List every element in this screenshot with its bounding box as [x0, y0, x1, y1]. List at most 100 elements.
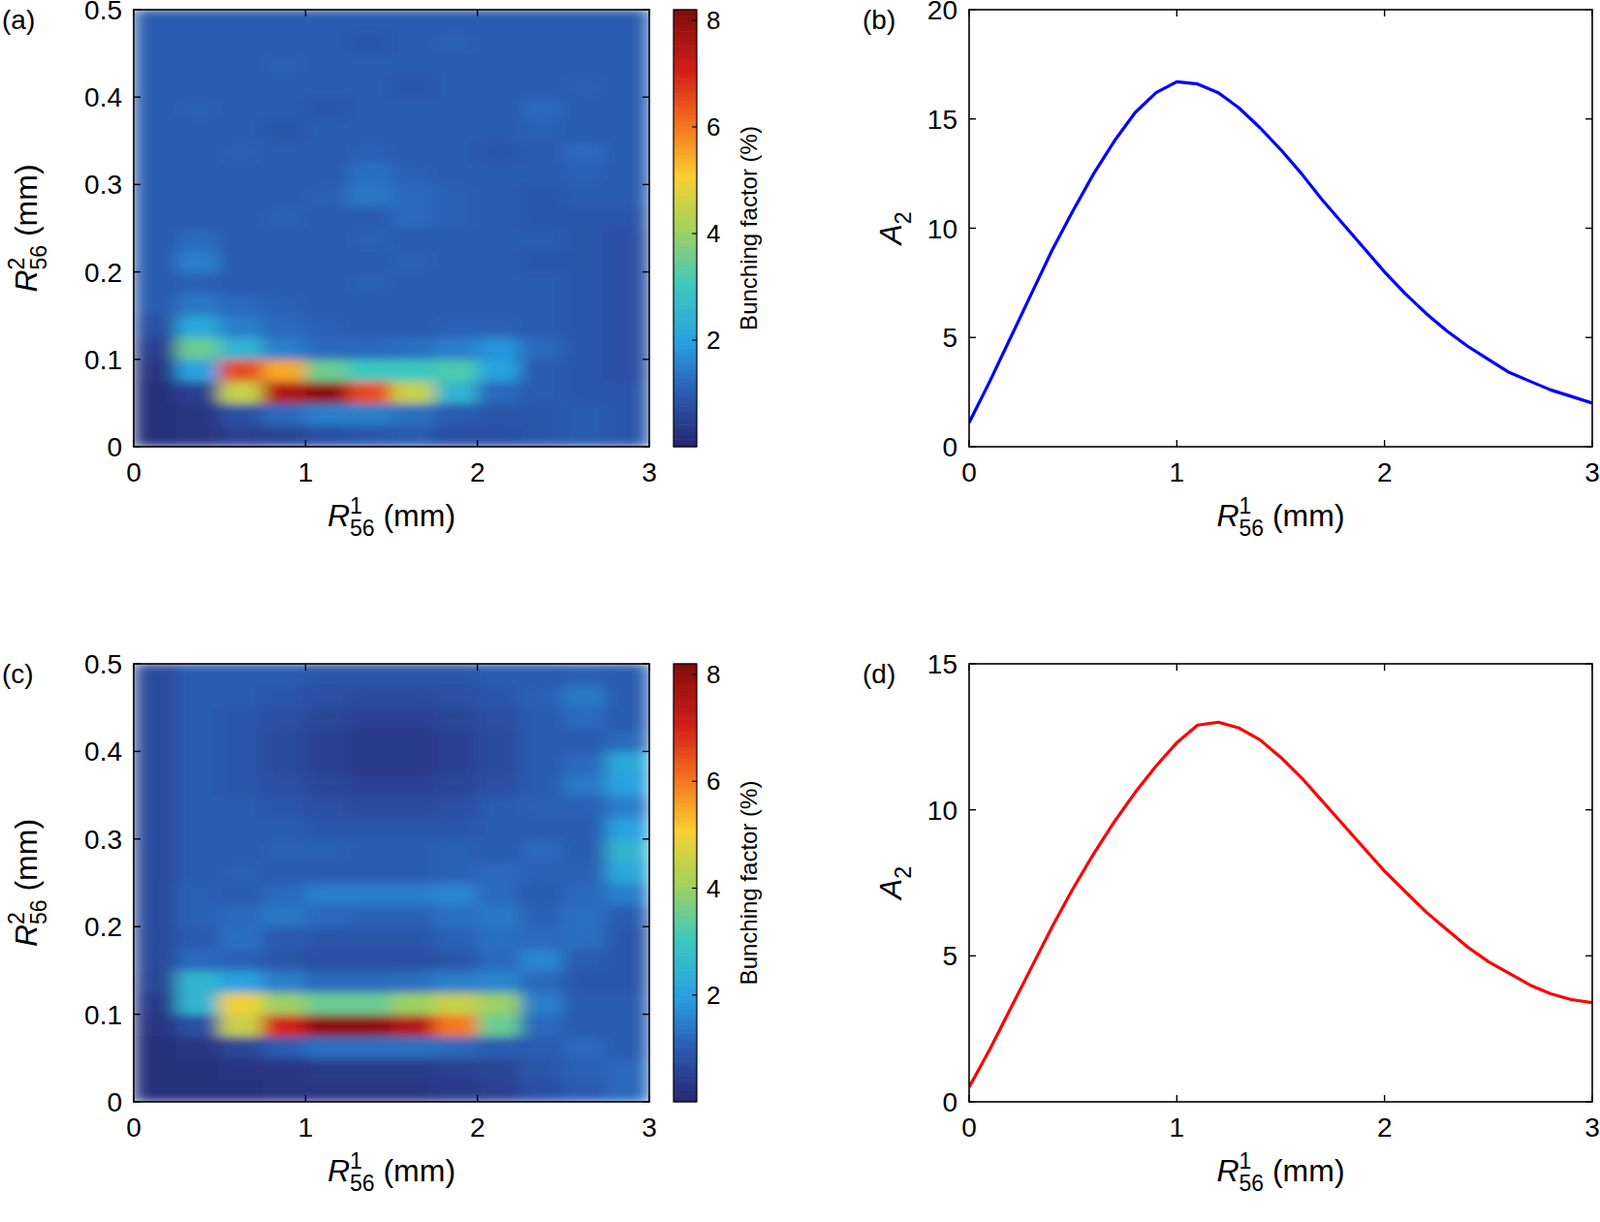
heatmap-cell [563, 205, 607, 229]
colorbar-step [673, 308, 697, 313]
heatmap-cell [520, 314, 565, 339]
heatmap-cell [476, 1035, 521, 1060]
heatmap-cell [391, 314, 436, 339]
colorbar-step [673, 231, 697, 236]
heatmap-cell [563, 838, 607, 862]
colorbar-step [673, 194, 697, 199]
heatmap-cell [176, 970, 220, 994]
colorbar-step [673, 955, 697, 960]
colorbar-step [673, 893, 697, 898]
x-tick [1591, 439, 1593, 447]
colorbar-step [673, 151, 697, 156]
colorbar-step [673, 148, 697, 153]
heatmap-cell [434, 402, 478, 426]
heatmap-cell [605, 184, 650, 208]
x-tick-label: 2 [470, 457, 486, 488]
heatmap-cell [219, 250, 263, 274]
colorbar-step [673, 1013, 697, 1018]
heatmap-cell [347, 358, 392, 382]
colorbar-step [673, 282, 697, 287]
heatmap-cell [176, 74, 220, 98]
heatmap-cell [520, 118, 565, 142]
heatmap-cell [476, 860, 521, 884]
x-tick [476, 1095, 478, 1102]
heatmap-cell [262, 1079, 307, 1102]
colorbar-step [673, 856, 697, 861]
y-tick [133, 1013, 141, 1015]
colorbar-step [673, 846, 697, 850]
heatmap-cell [262, 1035, 307, 1060]
colorbar-step [673, 875, 697, 879]
y-tick-label: 0.2 [84, 911, 123, 942]
heatmap-cell [520, 707, 565, 731]
colorbar-step [673, 395, 697, 400]
heatmap-cell [434, 992, 478, 1016]
heatmap-cell [563, 816, 607, 841]
heatmap-cell [176, 794, 220, 818]
heatmap-cell [219, 314, 263, 339]
heatmap-cell [605, 402, 650, 426]
heatmap-cell [520, 424, 565, 447]
heatmap-cell [347, 184, 392, 208]
x-tick [1591, 9, 1593, 17]
heatmap-cell [262, 205, 307, 229]
colorbar-tick-label: 4 [706, 874, 721, 904]
colorbar-step [673, 439, 697, 443]
heatmap-cell [520, 1013, 565, 1037]
heatmap-cell [563, 728, 607, 753]
heatmap-cell [391, 816, 436, 841]
heatmap-cell [219, 9, 263, 32]
heatmap-cell [476, 1057, 521, 1081]
heatmap-cell [347, 1057, 392, 1081]
panel-label: (a) [1, 4, 35, 35]
heatmap-cell [262, 707, 307, 731]
x-tick [132, 439, 134, 447]
x-axis-label: R156 (mm) [327, 493, 456, 541]
heatmap-cell [520, 227, 565, 251]
colorbar-step [673, 751, 697, 755]
colorbar-frame [673, 9, 697, 447]
heatmap-cell [563, 424, 607, 447]
heatmap-cell [133, 947, 178, 972]
label-sub: 56 [349, 515, 376, 541]
heatmap-cell [305, 380, 349, 405]
heatmap-cell [133, 140, 178, 164]
colorbar-step [673, 714, 697, 719]
colorbar-step [673, 366, 697, 371]
colorbar-step [673, 96, 697, 101]
colorbar-step [673, 791, 697, 796]
colorbar-step [673, 89, 697, 94]
colorbar-step [673, 38, 697, 43]
heatmap-cell [563, 970, 607, 994]
y-tick [133, 95, 141, 97]
colorbar-step [673, 347, 697, 352]
colorbar-step [673, 60, 697, 64]
heatmap-cell [133, 992, 178, 1016]
heatmap-cell [434, 161, 478, 186]
y-tick [642, 8, 650, 10]
colorbar-step [673, 16, 697, 21]
heatmap-cell [176, 707, 220, 731]
y-tick [133, 926, 141, 928]
colorbar-step [673, 911, 697, 916]
colorbar-step [673, 162, 697, 167]
colorbar-step [673, 129, 697, 134]
heatmap-cell [605, 816, 650, 841]
colorbar-step [673, 1054, 697, 1059]
heatmap-cell [347, 314, 392, 339]
colorbar-step [673, 842, 697, 847]
y-tick-label: 0 [106, 1087, 123, 1118]
colorbar-step [673, 930, 697, 935]
heatmap-cell [133, 904, 178, 928]
heatmap-cell [520, 970, 565, 994]
colorbar-step [673, 1050, 697, 1055]
colorbar-step [673, 155, 697, 159]
heatmap-cell [219, 74, 263, 98]
heatmap-cell [434, 293, 478, 317]
y-tick [133, 184, 141, 186]
colorbar: 2468Bunching factor (%) [673, 5, 762, 447]
heatmap-cell [176, 205, 220, 229]
heatmap-cell [176, 816, 220, 841]
colorbar-step [673, 217, 697, 221]
heatmap-cell [391, 31, 436, 55]
